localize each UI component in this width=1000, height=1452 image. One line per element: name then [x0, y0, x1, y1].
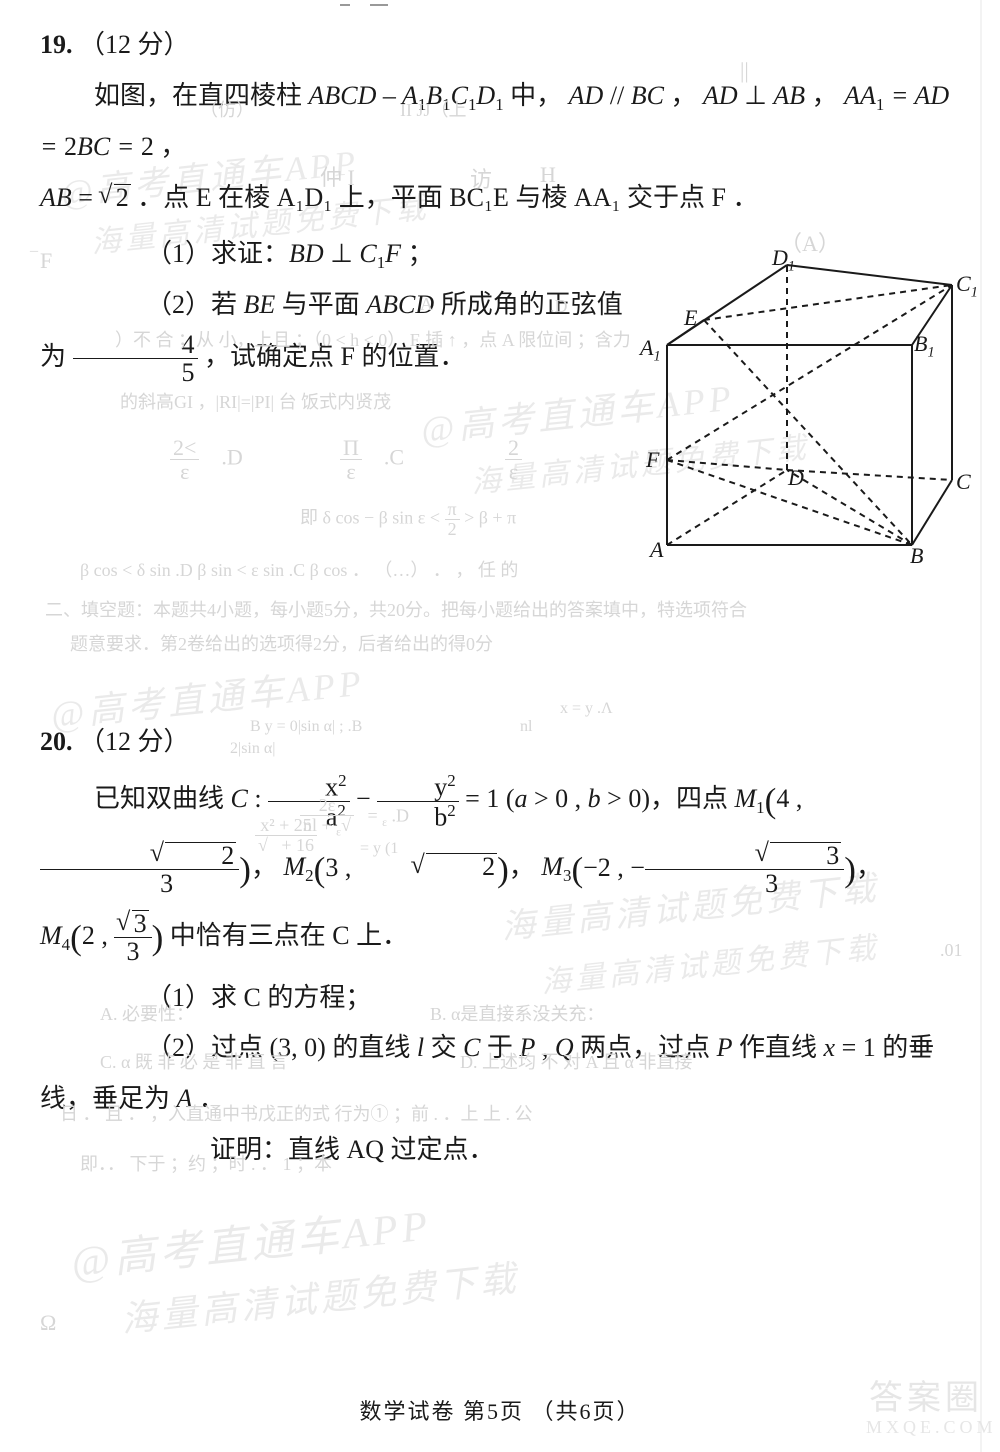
problem-19-q2: （2）若 BE 与平面 ABCD 所成角的正弦值为 45 ，试确定点 F 的位置…: [40, 280, 630, 386]
problem-20-points: （12 分）: [79, 727, 190, 756]
label-E: E: [684, 305, 697, 331]
label-B1: B1: [914, 331, 935, 361]
label-D1: D1: [772, 245, 795, 275]
problem-20-q1: （1）求 C 的方程；: [40, 973, 960, 1024]
prism-figure: A B C D A1 B1 C1 D1 E F: [612, 255, 972, 575]
frac-n: 4: [73, 331, 198, 359]
label-D: D: [788, 465, 804, 491]
problem-20-M4: M4(2 , 33) 中恰有三点在 C 上．: [40, 904, 960, 972]
label-F: F: [646, 447, 659, 473]
label-B: B: [910, 543, 923, 569]
problem-20-intro-tail: 中恰有三点在 C 上．: [170, 921, 408, 950]
scan-tick: [340, 4, 350, 6]
stamp-url: MXQE.COM: [866, 1417, 986, 1438]
watermark: 海量高清试题免费下载: [118, 1249, 521, 1343]
problem-19-number: 19.: [40, 30, 73, 59]
scan-right-margin: [980, 0, 982, 1452]
problem-20-number: 20.: [40, 727, 73, 756]
watermark: @高考直通车APP: [68, 1191, 434, 1289]
problem-20-intro: 已知双曲线 C : x2a2 − y2b2 = 1 (a > 0 , b > 0…: [40, 767, 960, 904]
problem-19-line1: 如图，在直四棱柱 ABCD – A1B1C1D1 中， AD // BC ， A…: [40, 71, 960, 173]
label-A: A: [650, 537, 663, 563]
problem-20: 20. （12 分） 已知双曲线 C : x2a2 − y2b2 = 1 (a …: [40, 717, 960, 1176]
label-C: C: [956, 469, 971, 495]
source-stamp: 答案圈 MXQE.COM: [866, 1370, 986, 1438]
page-footer: 数学试卷 第5页 （共6页）: [0, 1394, 1000, 1426]
problem-19-points: （12 分）: [79, 30, 190, 59]
problem-19-line2-rest: ．点 E 在棱 A₁D₁ 上，平面 BC₁E 与棱 AA₁ 交于点 F ．: [137, 183, 758, 212]
label-A1: A1: [640, 335, 661, 365]
scan-tick: [370, 4, 388, 6]
frac-d: 5: [73, 359, 198, 386]
problem-19-q2-tail: ，试确定点 F 的位置．: [204, 342, 465, 371]
problem-20-q2b: 证明：直线 AQ 过定点．: [40, 1125, 960, 1176]
sqrt-2: 2: [114, 184, 131, 211]
problem-20-q2a: （2）过点 (3, 0) 的直线 l 交 C 于 P , Q 两点，过点 P 作…: [40, 1023, 960, 1124]
stamp-title: 答案圈: [866, 1370, 986, 1419]
label-C1: C1: [956, 271, 978, 301]
problem-19-line2: AB = 2 ．点 E 在棱 A₁D₁ 上，平面 BC₁E 与棱 AA₁ 交于点…: [40, 173, 960, 224]
